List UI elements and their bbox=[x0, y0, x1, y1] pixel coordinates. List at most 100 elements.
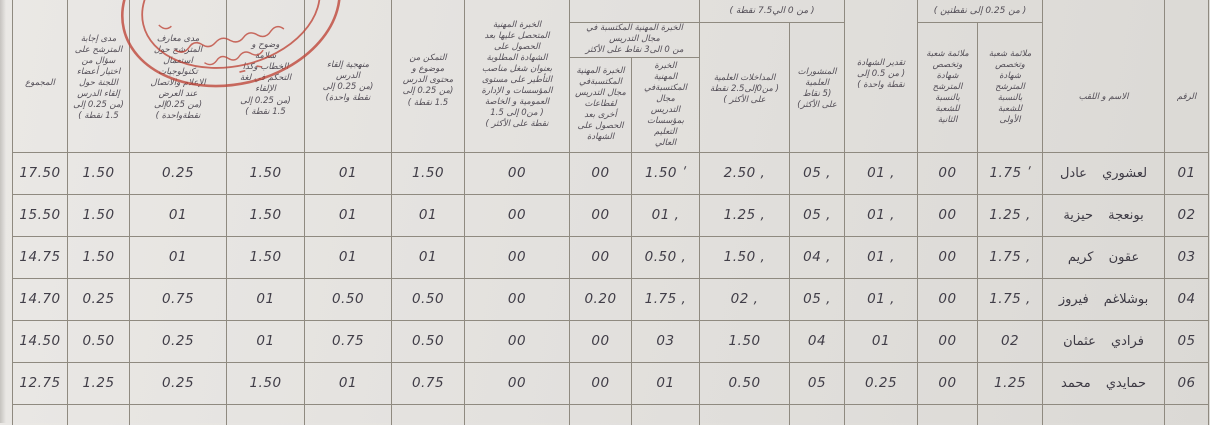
cell-sectors: 00 bbox=[569, 193, 632, 237]
header-name: الاسم و اللقب bbox=[1042, 0, 1166, 153]
cell-mastery: 0.75 bbox=[391, 361, 465, 405]
cell-sectors: 00 bbox=[569, 361, 632, 405]
cell-num: 05 bbox=[1164, 319, 1210, 363]
cell-fit1: 1.25 , bbox=[977, 193, 1044, 237]
cell-ict: 0.75 bbox=[129, 277, 227, 321]
cell-ict: 0.25 bbox=[129, 319, 227, 363]
cell-sectors: 00 bbox=[569, 319, 632, 363]
cell-pubs: 05 , bbox=[789, 151, 846, 195]
empty-cell bbox=[226, 403, 305, 425]
cell-grade: 0.25 bbox=[844, 361, 919, 405]
cell-pubs: 04 , bbox=[789, 235, 846, 279]
header-name-label: الاسم و اللقب bbox=[1078, 91, 1129, 102]
cell-fit2: 00 bbox=[917, 193, 979, 237]
cell-ict: 01 bbox=[129, 193, 227, 237]
cell-ict: 0.25 bbox=[129, 361, 227, 405]
header-method: منهجية إلقاء الدرس (من 0.25 إلى نقطة واح… bbox=[304, 0, 392, 153]
cell-method: 01 bbox=[304, 361, 392, 405]
cell-fit1: 1.75 , bbox=[977, 277, 1044, 321]
cell-total: 14.75 bbox=[12, 235, 68, 279]
empty-cell bbox=[698, 403, 791, 425]
cell-question: 1.50 bbox=[67, 235, 130, 279]
cell-fit2: 00 bbox=[917, 361, 979, 405]
cell-method: 01 bbox=[304, 151, 392, 195]
cell-pubs: 05 , bbox=[789, 277, 846, 321]
cell-fit2: 00 bbox=[917, 277, 979, 321]
empty-cell bbox=[1164, 403, 1210, 425]
cell-talks: 1.25 , bbox=[698, 193, 791, 237]
cell-fit1: 1.75 , bbox=[977, 235, 1044, 279]
cell-question: 1.25 bbox=[67, 361, 130, 405]
group-range-row: الرقم الاسم و اللقب ( من 0.25 إلى نقطتين… bbox=[12, 0, 1210, 153]
cell-higher: 01 bbox=[631, 361, 700, 405]
cell-sectors: 0.20 bbox=[569, 277, 632, 321]
cell-method: 01 bbox=[304, 193, 392, 237]
candidate-row: 05 فرادي عثمان 02 00 01 04 1.50 03 00 00 0.50 0.75 0… bbox=[12, 319, 1210, 363]
candidate-row: 04 بوشلاغم فيروز 1.75 , 00 01 , 05 , 02 , 1.75 … bbox=[12, 277, 1210, 321]
cell-name: لعشوري عادل bbox=[1042, 151, 1166, 195]
empty-cell bbox=[789, 403, 846, 425]
cell-fit1: 1.75 ʹ bbox=[977, 151, 1044, 195]
header-ict: مدى معارف المترشح حول استعمال تكنولوجيات… bbox=[129, 0, 227, 153]
cell-num: 01 bbox=[1164, 151, 1210, 195]
empty-cell bbox=[304, 403, 392, 425]
cell-mastery: 01 bbox=[391, 235, 465, 279]
cell-fit2: 00 bbox=[917, 151, 979, 195]
cell-name: فرادي عثمان bbox=[1042, 319, 1166, 363]
cell-fit2: 00 bbox=[917, 235, 979, 279]
cell-talks: 2.50 , bbox=[698, 151, 791, 195]
cell-fit2: 00 bbox=[917, 319, 979, 363]
header-grade: تقدير الشهادة ( من 0.5 إلى نقطة واحدة ) bbox=[844, 0, 919, 153]
cell-framing: 00 bbox=[464, 151, 570, 195]
cell-higher: 1.75 , bbox=[631, 277, 700, 321]
strip-fit-range: ( من 0.25 إلى نقطتين ) bbox=[917, 0, 1044, 23]
score-table: الرقم الاسم و اللقب ( من 0.25 إلى نقطتين… bbox=[12, 0, 1210, 425]
cell-name: حمايدي محمد bbox=[1042, 361, 1166, 405]
cell-pubs: 05 , bbox=[789, 193, 846, 237]
partial-empty-row bbox=[12, 403, 1210, 425]
cell-name: بوشلاغم فيروز bbox=[1042, 277, 1166, 321]
cell-grade: 01 , bbox=[844, 151, 919, 195]
cell-question: 0.25 bbox=[67, 277, 130, 321]
candidate-row: 02 بونعجة حيزية 1.25 , 00 01 , 05 , 1.25 , 01 ,… bbox=[12, 193, 1210, 237]
cell-talks: 02 , bbox=[698, 277, 791, 321]
cell-total: 15.50 bbox=[12, 193, 68, 237]
cell-framing: 00 bbox=[464, 277, 570, 321]
cell-mastery: 0.50 bbox=[391, 277, 465, 321]
cell-grade: 01 , bbox=[844, 193, 919, 237]
scan-edge-shadow bbox=[0, 0, 6, 423]
cell-total: 14.50 bbox=[12, 319, 68, 363]
cell-grade: 01 bbox=[844, 319, 919, 363]
experience-sub-row: الخبرة المهنية المكتسبةفي مجال التدريس ب… bbox=[13, 56, 1209, 153]
experience-group-row: ملائمة شعبة وتخصص شهادة المترشح بالنسبة … bbox=[13, 21, 1209, 153]
header-clarity: وضوح و سلامة الخطاب وكذا التحكم في لغة ا… bbox=[226, 0, 305, 153]
candidate-row: 01 لعشوري عادل 1.75 ʹ 00 01 , 05 , 2.50 , 1.50 … bbox=[12, 151, 1210, 195]
cell-num: 04 bbox=[1164, 277, 1210, 321]
cell-sectors: 00 bbox=[569, 235, 632, 279]
cell-higher: 1.50 ʹ bbox=[631, 151, 700, 195]
cell-question: 0.50 bbox=[67, 319, 130, 363]
cell-total: 17.50 bbox=[12, 151, 68, 195]
strip-experience-range-cut: ( من 0 الى3 نقاط ) bbox=[569, 0, 700, 23]
header-talks: المداخلات العلمية ( من0إلى2.5 نقطة على ا… bbox=[698, 21, 791, 153]
cell-clarity: 1.50 bbox=[226, 361, 305, 405]
empty-cell bbox=[1042, 403, 1166, 425]
header-pubs: المنشورات العلمية (5 نقاط على الأكثر) bbox=[789, 21, 846, 153]
cell-higher: 0.50 , bbox=[631, 235, 700, 279]
cell-total: 12.75 bbox=[12, 361, 68, 405]
cell-framing: 00 bbox=[464, 361, 570, 405]
cell-name: عقون كريم bbox=[1042, 235, 1166, 279]
cell-pubs: 04 bbox=[789, 319, 846, 363]
header-question: مدى إجابة المترشح على سؤال من اختيار أعض… bbox=[67, 0, 130, 153]
header-num: الرقم bbox=[1164, 0, 1210, 153]
cell-clarity: 1.50 bbox=[226, 151, 305, 195]
empty-cell bbox=[391, 403, 465, 425]
empty-cell bbox=[569, 403, 632, 425]
cell-grade: 01 , bbox=[844, 235, 919, 279]
cell-method: 0.50 bbox=[304, 277, 392, 321]
empty-cell bbox=[977, 403, 1044, 425]
cell-higher: 03 bbox=[631, 319, 700, 363]
cell-method: 01 bbox=[304, 235, 392, 279]
cell-sectors: 00 bbox=[569, 151, 632, 195]
